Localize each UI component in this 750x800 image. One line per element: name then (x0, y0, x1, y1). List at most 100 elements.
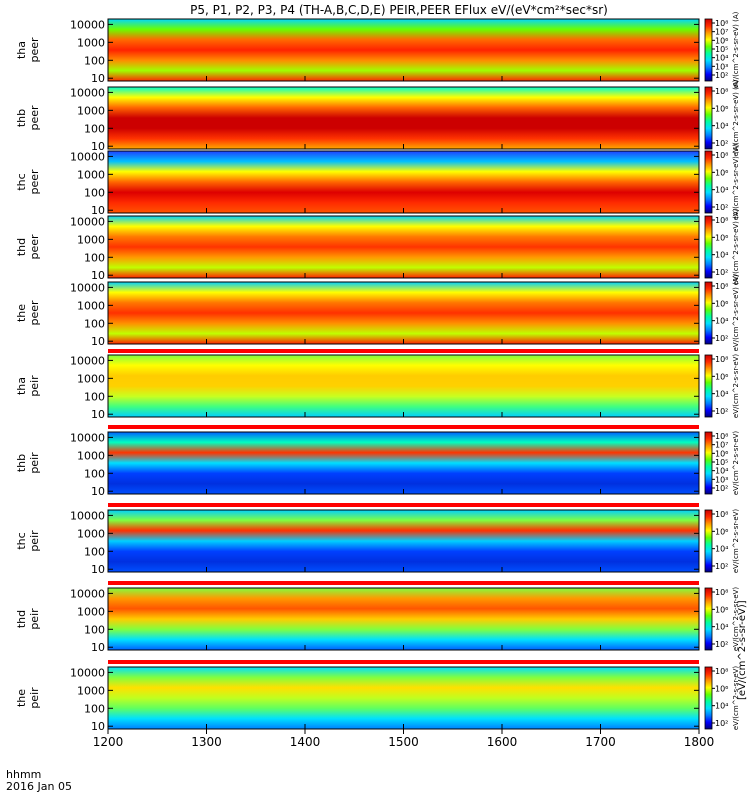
x-tick-label: 1300 (191, 735, 222, 749)
y-tick-label: 100 (84, 186, 105, 199)
colorbar-tick-label: 10⁸ (715, 282, 728, 291)
panel-the_peir: 10000 1000 100 10 the peir 10⁸ 10⁶ 10⁴ 10² eV/(cm^… (15, 666, 740, 734)
colorbar-tick-label: 10⁴ (715, 623, 728, 632)
y-tick-label: 10 (91, 335, 105, 348)
y-tick-label: 100 (84, 545, 105, 558)
y-tick-label: 1000 (77, 104, 105, 117)
colorbar-tick-label: 10² (715, 71, 728, 80)
panel-thc_peer: 10000 1000 100 10 thc peer 10⁸ 10⁶ 10⁴ 10² eV/(cm^… (15, 143, 740, 220)
colorbar-tick-label: 10⁶ (715, 299, 728, 308)
colorbar-tick-label: 10⁸ (715, 588, 728, 597)
x-tick-label: 1500 (388, 735, 419, 749)
colorbar-tick-label: 10⁴ (715, 467, 728, 476)
colorbar-tick-label: 10² (715, 484, 728, 493)
y-tick-label: 10000 (70, 509, 105, 522)
colorbar-tick-label: 10² (715, 719, 728, 728)
colorbar-tick-label: 10³ (715, 475, 728, 484)
colorbar-axis-label: eV/(cm^2-s-sr-eV) (732, 587, 740, 652)
y-tick-label: 10000 (70, 18, 105, 31)
panel-label-quantity: peer (28, 300, 41, 326)
y-tick-label: 10 (91, 269, 105, 282)
y-tick-label: 10000 (70, 150, 105, 163)
y-tick-label: 1000 (77, 527, 105, 540)
spectrogram-image (108, 19, 699, 81)
panel-label-probe: thc (15, 532, 28, 549)
colorbar (704, 587, 713, 651)
quality-flag-bar (108, 581, 699, 585)
colorbar-tick-label: 10⁸ (715, 432, 728, 441)
colorbar-unit-label: [eV/(cm^2-s-sr-eV)] (737, 600, 748, 700)
colorbar (704, 281, 713, 345)
colorbar (704, 509, 713, 573)
colorbar-tick-label: 10⁷ (715, 28, 728, 37)
colorbar-tick-label: 10² (715, 139, 728, 148)
y-tick-label: 100 (84, 251, 105, 264)
colorbar (704, 215, 713, 279)
panel-label-probe: thb (15, 109, 28, 127)
colorbar-tick-label: 10³ (715, 62, 728, 71)
colorbar-tick-label: 10⁶ (715, 527, 728, 536)
quality-flag-bar (108, 349, 699, 353)
colorbar (704, 150, 713, 214)
spectrogram-image (108, 588, 699, 650)
colorbar-tick-label: 10⁸ (715, 151, 728, 160)
colorbar (704, 666, 713, 730)
y-tick-label: 10 (91, 641, 105, 654)
panel-label-probe: thb (15, 454, 28, 472)
y-tick-label: 10000 (70, 431, 105, 444)
y-tick-label: 10000 (70, 86, 105, 99)
colorbar-tick-label: 10⁸ (715, 216, 728, 225)
colorbar-tick-label: 10⁴ (715, 702, 728, 711)
spectrogram-image (108, 510, 699, 572)
colorbar-tick-label: 10² (715, 334, 728, 343)
panel-label-probe: the (15, 689, 28, 707)
panel-label-quantity: peir (28, 375, 41, 397)
panel-label-probe: tha (15, 377, 28, 395)
spectrogram-image (108, 282, 699, 344)
colorbar-tick-label: 10⁶ (715, 36, 728, 45)
colorbar-tick-label: 10⁵ (715, 45, 728, 54)
date-label: 2016 Jan 05 (6, 780, 72, 793)
y-tick-label: 100 (84, 122, 105, 135)
panel-tha_peir: 10000 1000 100 10 tha peir 10⁸ 10⁶ 10⁴ 10² eV/(cm^… (15, 354, 740, 422)
colorbar-axis-label: eV/(cm^2-s-sr-eV) (A) (732, 274, 740, 351)
colorbar-tick-label: 10⁷ (715, 441, 728, 450)
colorbar-axis-label: eV/(cm^2-s-sr-eV) (A) (732, 208, 740, 285)
y-tick-label: 1000 (77, 36, 105, 49)
colorbar-tick-label: 10⁴ (715, 390, 728, 399)
colorbar (704, 354, 713, 418)
panel-label-quantity: peer (28, 234, 41, 260)
colorbar-tick-label: 10⁶ (715, 372, 728, 381)
y-tick-label: 10000 (70, 666, 105, 679)
colorbar-axis-label: eV/(cm^2-s-sr-eV) (732, 354, 740, 419)
y-tick-label: 10 (91, 204, 105, 217)
colorbar-tick-label: 10⁶ (715, 104, 728, 113)
panel-label-quantity: peer (28, 169, 41, 195)
spectrogram-image (108, 87, 699, 149)
colorbar-tick-label: 10⁵ (715, 458, 728, 467)
colorbar-tick-label: 10⁴ (715, 186, 728, 195)
panel-thc_peir: 10000 1000 100 10 thc peir 10⁸ 10⁶ 10⁴ 10² eV/(cm^… (15, 509, 740, 577)
colorbar-tick-label: 10⁶ (715, 168, 728, 177)
panel-thd_peer: 10000 1000 100 10 thd peer 10⁸ 10⁶ 10⁴ 10² eV/(cm^… (15, 208, 740, 285)
panel-label-quantity: peir (28, 687, 41, 709)
quality-flag-bar (108, 660, 699, 664)
colorbar-tick-label: 10² (715, 640, 728, 649)
panel-thb_peir: 10000 1000 100 10 thb peir 10⁸10⁷10⁶10⁵10⁴10³1… (15, 431, 740, 499)
x-tick-label: 1200 (93, 735, 124, 749)
figure-title: P5, P1, P2, P3, P4 (TH-A,B,C,D,E) PEIR,P… (190, 3, 608, 17)
panel-label-quantity: peer (28, 37, 41, 63)
panel-label-quantity: peer (28, 105, 41, 131)
y-tick-label: 100 (84, 54, 105, 67)
colorbar-tick-label: 10² (715, 203, 728, 212)
colorbar-tick-label: 10⁴ (715, 545, 728, 554)
colorbar-tick-label: 10⁶ (715, 449, 728, 458)
colorbar-tick-label: 10⁸ (715, 510, 728, 519)
y-tick-label: 1000 (77, 299, 105, 312)
colorbar-tick-label: 10⁴ (715, 54, 728, 63)
colorbar-tick-label: 10² (715, 562, 728, 571)
panel-label-quantity: peir (28, 452, 41, 474)
panel-tha_peer: 10000 1000 100 10 tha peer 10⁸10⁷10⁶10⁵10⁴10³1… (15, 11, 740, 88)
panel-label-quantity: peir (28, 530, 41, 552)
